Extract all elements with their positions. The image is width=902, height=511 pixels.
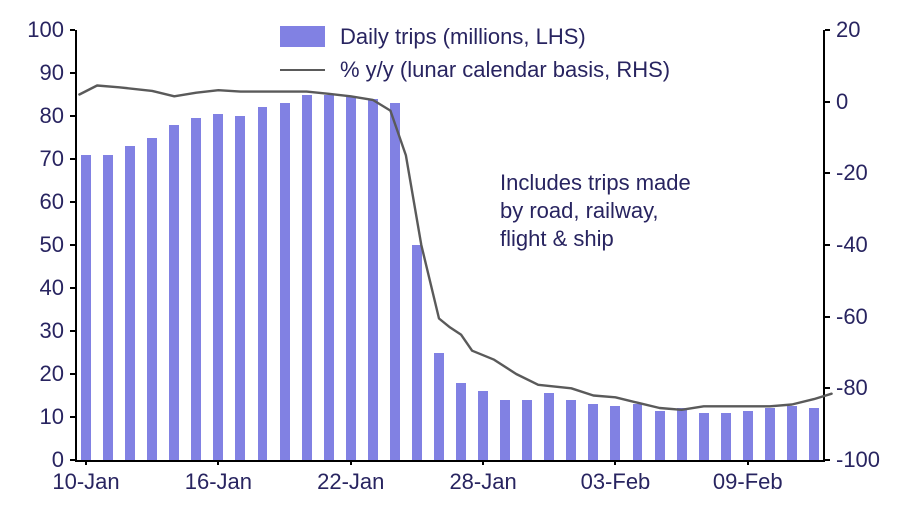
bottom-tick [217, 460, 219, 465]
left-tick-label: 100 [27, 17, 64, 43]
bar [456, 383, 466, 460]
bottom-tick [85, 460, 87, 465]
left-tick [70, 373, 75, 375]
bar [125, 146, 135, 460]
right-tick [825, 172, 830, 174]
left-tick [70, 158, 75, 160]
right-tick [825, 459, 830, 461]
right-tick-label: 0 [836, 89, 848, 115]
legend-line-swatch [280, 69, 325, 71]
bar [213, 114, 223, 460]
bar [280, 103, 290, 460]
bar [610, 406, 620, 460]
right-tick-label: -100 [836, 447, 880, 473]
left-tick-label: 60 [40, 189, 64, 215]
left-tick [70, 72, 75, 74]
left-tick [70, 459, 75, 461]
right-tick [825, 387, 830, 389]
right-tick-label: -60 [836, 304, 868, 330]
bar [677, 408, 687, 460]
bar [103, 155, 113, 460]
bar [522, 400, 532, 460]
bar [235, 116, 245, 460]
bar [544, 393, 554, 460]
left-tick [70, 29, 75, 31]
right-tick [825, 29, 830, 31]
bar [765, 408, 775, 460]
left-tick-label: 30 [40, 318, 64, 344]
annotation-line: flight & ship [500, 226, 614, 252]
left-tick-label: 10 [40, 404, 64, 430]
bottom-tick [747, 460, 749, 465]
bottom-tick-label: 03-Feb [565, 469, 665, 495]
bar [434, 353, 444, 461]
bar [500, 400, 510, 460]
legend-line-label: % y/y (lunar calendar basis, RHS) [340, 57, 670, 83]
right-tick [825, 316, 830, 318]
bar [633, 404, 643, 460]
annotation-line: by road, railway, [500, 198, 659, 224]
left-tick [70, 330, 75, 332]
bar [743, 411, 753, 460]
left-tick-label: 90 [40, 60, 64, 86]
bottom-tick-label: 22-Jan [301, 469, 401, 495]
bottom-tick-label: 28-Jan [433, 469, 533, 495]
bar [368, 99, 378, 460]
bar [566, 400, 576, 460]
bottom-tick-label: 09-Feb [698, 469, 798, 495]
legend-bar-label: Daily trips (millions, LHS) [340, 24, 586, 50]
bottom-tick-label: 10-Jan [36, 469, 136, 495]
bar [258, 107, 268, 460]
bar [699, 413, 709, 460]
bar [588, 404, 598, 460]
left-tick [70, 201, 75, 203]
bar [390, 103, 400, 460]
bar [324, 95, 334, 461]
bar [169, 125, 179, 460]
bottom-tick [614, 460, 616, 465]
bottom-tick [482, 460, 484, 465]
left-tick [70, 287, 75, 289]
bar [721, 413, 731, 460]
right-tick-label: -80 [836, 375, 868, 401]
bar [809, 408, 819, 460]
left-tick [70, 416, 75, 418]
left-tick-label: 80 [40, 103, 64, 129]
left-tick-label: 40 [40, 275, 64, 301]
bottom-tick-label: 16-Jan [168, 469, 268, 495]
bar [412, 245, 422, 460]
bottom-tick [350, 460, 352, 465]
left-tick [70, 115, 75, 117]
right-tick-label: -20 [836, 160, 868, 186]
annotation-line: Includes trips made [500, 170, 691, 196]
bar [478, 391, 488, 460]
bar [302, 95, 312, 461]
legend-bar-swatch [280, 26, 325, 47]
left-tick-label: 50 [40, 232, 64, 258]
right-tick [825, 244, 830, 246]
bar [787, 406, 797, 460]
right-tick [825, 101, 830, 103]
bar [191, 118, 201, 460]
trips-chart: 0 10 20 30 40 50 60 70 80 90 100 -100 -80 -60 -40 -20 0… [0, 0, 902, 511]
bar [346, 97, 356, 460]
bar [81, 155, 91, 460]
bar [655, 411, 665, 460]
left-tick-label: 20 [40, 361, 64, 387]
right-tick-label: -40 [836, 232, 868, 258]
right-tick-label: 20 [836, 17, 860, 43]
left-tick-label: 70 [40, 146, 64, 172]
left-tick [70, 244, 75, 246]
bar [147, 138, 157, 461]
